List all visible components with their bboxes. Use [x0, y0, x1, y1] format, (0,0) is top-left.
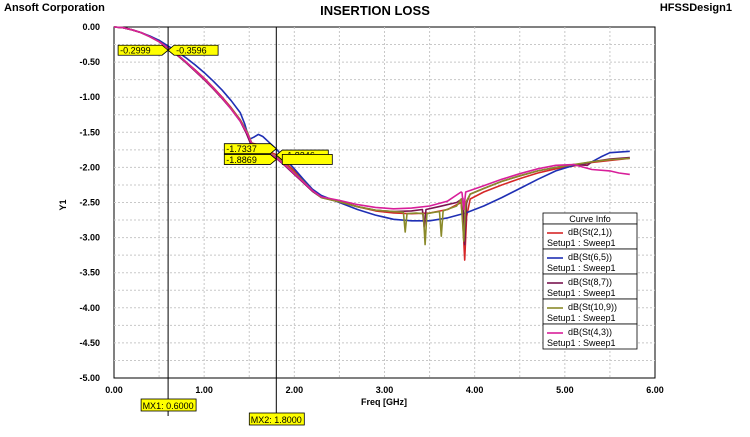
legend-series-name: dB(St(2,1)): [568, 227, 612, 237]
legend-series-name: dB(St(8,7)): [568, 277, 612, 287]
x-tick-label: 4.00: [466, 385, 484, 395]
marker-value-box: [223, 143, 277, 155]
legend-title: Curve Info: [569, 214, 611, 224]
x-tick-label: 2.00: [286, 385, 304, 395]
chart-title: INSERTION LOSS: [320, 3, 430, 18]
marker-value-label: -0.3596: [176, 46, 207, 56]
x-tick-label: 5.00: [556, 385, 574, 395]
y-tick-label: -1.00: [79, 92, 100, 102]
y-tick-label: 0.00: [82, 22, 100, 32]
legend-setup-label: Setup1 : Sweep1: [547, 288, 616, 298]
marker-value-label: -0.2999: [120, 46, 151, 56]
x-axis-label: Freq [GHz]: [361, 397, 407, 407]
legend-entry: [542, 298, 638, 325]
y-tick-label: -2.50: [79, 198, 100, 208]
x-tick-label: 3.00: [376, 385, 394, 395]
legend-series-name: dB(St(10,9)): [568, 302, 617, 312]
legend-setup-label: Setup1 : Sweep1: [547, 238, 616, 248]
design-label: HFSSDesign1: [659, 2, 732, 14]
marker-value-box: [281, 154, 333, 165]
y-tick-label: -0.50: [79, 57, 100, 67]
marker-value-label: -1.7337: [226, 144, 257, 154]
legend-entry: [542, 323, 638, 350]
marker-label: MX2: 1.8000: [251, 415, 302, 425]
legend-setup-label: Setup1 : Sweep1: [547, 263, 616, 273]
legend-setup-label: Setup1 : Sweep1: [547, 338, 616, 348]
marker-value-box: [167, 44, 219, 56]
marker-label-box: [140, 398, 197, 412]
y-axis-label: Y1: [58, 199, 68, 210]
marker-label: MX1: 0.6000: [143, 401, 194, 411]
series-line: [113, 26, 630, 211]
x-tick-label: 0.00: [105, 385, 123, 395]
legend-series-name: dB(St(4,3)): [568, 327, 612, 337]
y-tick-label: -4.50: [79, 338, 100, 348]
y-tick-label: -3.00: [79, 233, 100, 243]
marker-label-box: [248, 412, 305, 426]
marker-value-box: [117, 44, 169, 56]
y-tick-label: -3.50: [79, 268, 100, 278]
company-label: Ansoft Corporation: [4, 2, 105, 14]
y-tick-label: -4.00: [79, 303, 100, 313]
y-tick-label: -5.00: [79, 373, 100, 383]
marker-value-label: -1.8869: [226, 155, 257, 165]
legend-series-name: dB(St(6,5)): [568, 252, 612, 262]
legend-entry: [542, 273, 638, 300]
marker-value-box: [223, 154, 277, 165]
x-tick-label: 6.00: [646, 385, 664, 395]
legend-setup-label: Setup1 : Sweep1: [547, 313, 616, 323]
y-tick-label: -1.50: [79, 127, 100, 137]
y-tick-label: -2.00: [79, 162, 100, 172]
x-tick-label: 1.00: [195, 385, 213, 395]
legend-entry: [542, 223, 638, 250]
